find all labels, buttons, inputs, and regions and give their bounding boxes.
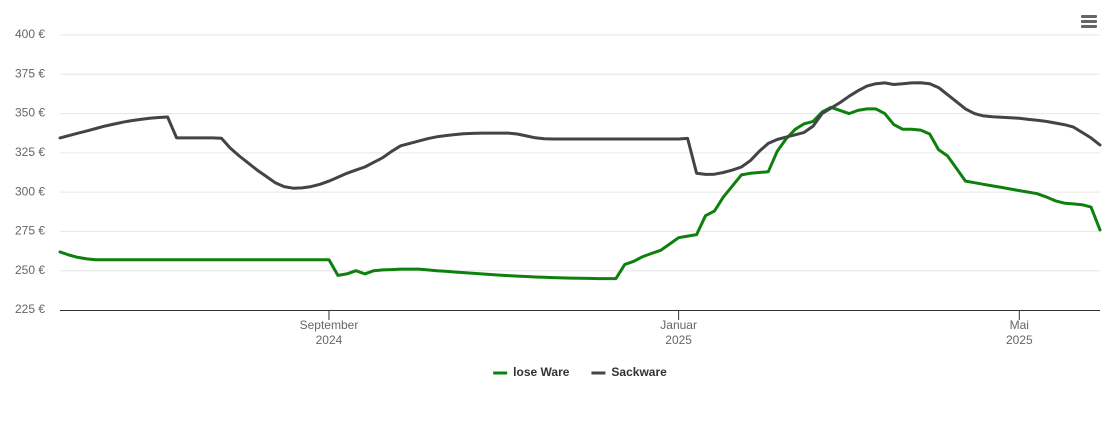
y-tick-label: 375 € (15, 66, 45, 80)
legend-item[interactable]: Sackware (591, 365, 667, 379)
legend-item[interactable]: lose Ware (493, 365, 570, 379)
x-tick-label: Januar (660, 318, 697, 332)
legend-label: Sackware (611, 365, 667, 379)
legend: lose Ware Sackware (493, 365, 667, 379)
legend-label: lose Ware (513, 365, 570, 379)
y-tick-label: 400 € (15, 27, 45, 41)
x-tick-label: 2024 (316, 333, 343, 347)
y-tick-label: 250 € (15, 263, 45, 277)
menu-bar (1081, 15, 1097, 18)
menu-button[interactable] (1081, 15, 1097, 28)
x-tick-label: September (300, 318, 359, 332)
line-series (58, 105, 1102, 281)
y-tick-label: 300 € (15, 184, 45, 198)
menu-bar (1081, 20, 1097, 23)
x-tick-label: Mai (1010, 318, 1029, 332)
y-tick-label: 275 € (15, 224, 45, 238)
x-tick-label: 2025 (665, 333, 692, 347)
y-tick-label: 325 € (15, 145, 45, 159)
line-series (58, 81, 1102, 190)
y-tick-label: 350 € (15, 106, 45, 120)
menu-bar (1081, 25, 1097, 28)
x-tick-label: 2025 (1006, 333, 1033, 347)
y-tick-label: 225 € (15, 302, 45, 316)
